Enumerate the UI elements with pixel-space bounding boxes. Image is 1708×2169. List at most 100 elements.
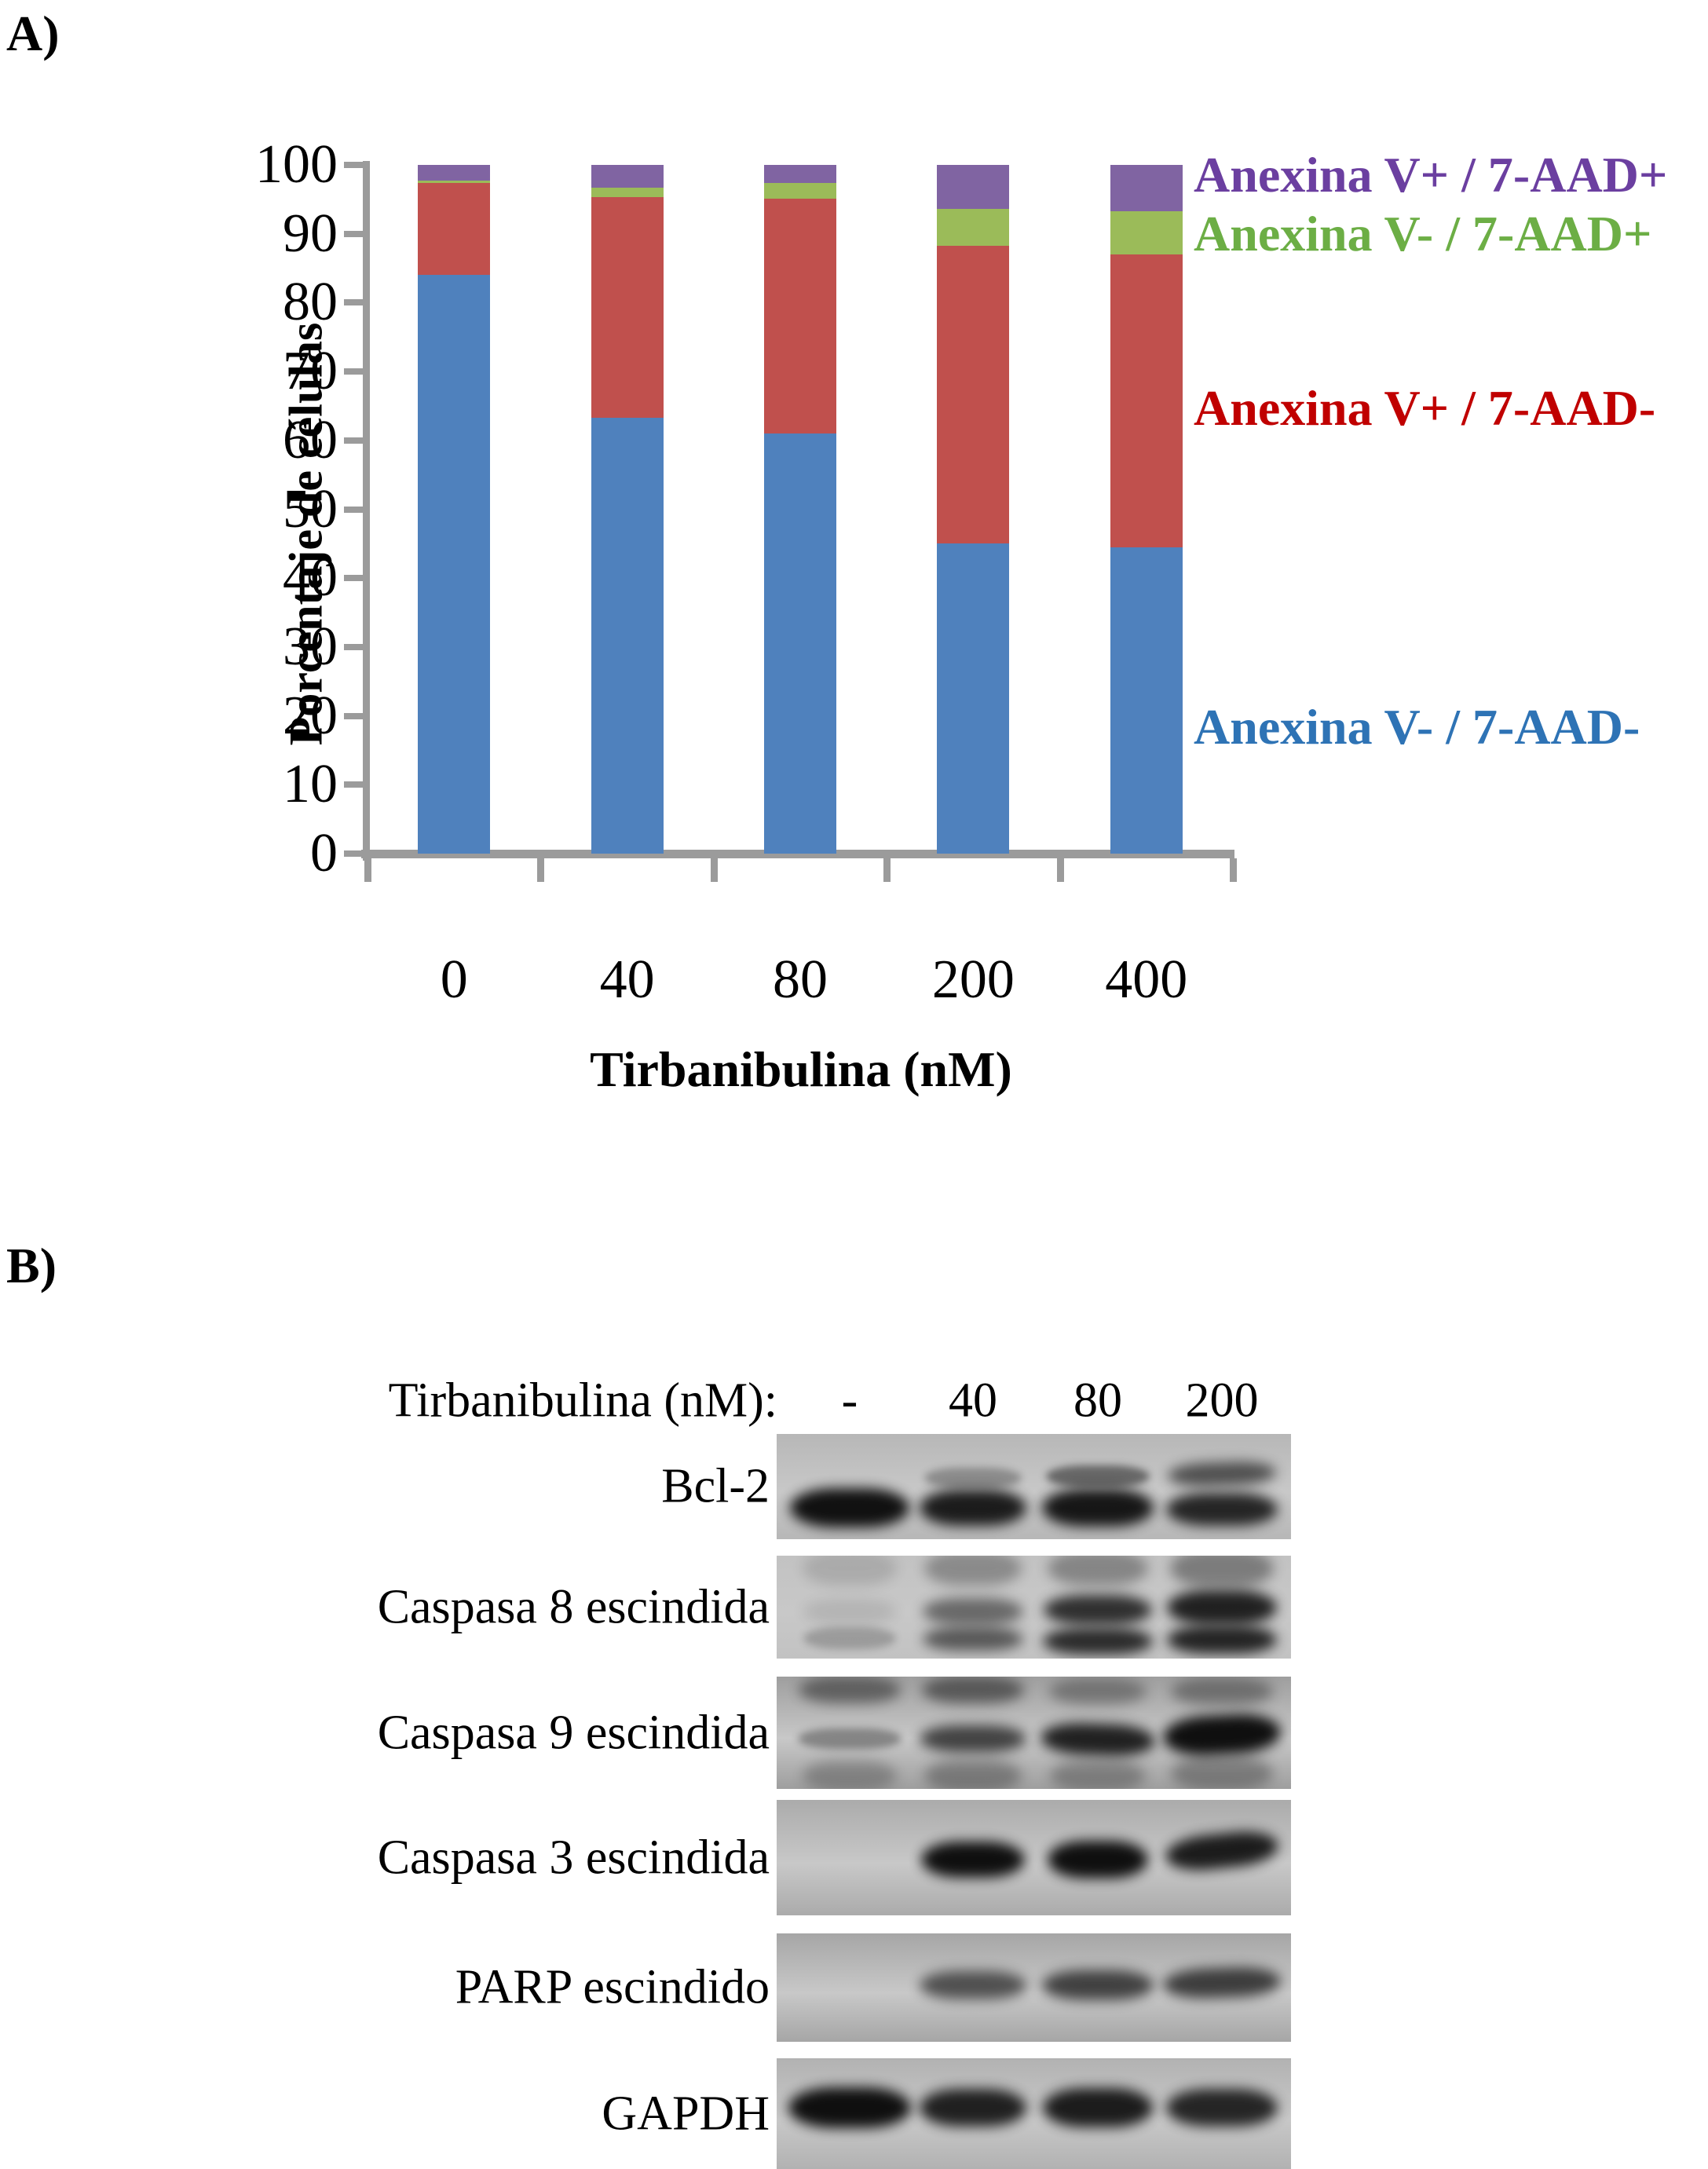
lane-label: 80	[1073, 1373, 1122, 1428]
lane-label: 200	[1185, 1373, 1259, 1428]
bar-segment	[937, 165, 1010, 210]
bar-segment	[937, 209, 1010, 247]
blot-band	[1167, 1589, 1277, 1625]
x-axis-line	[361, 850, 1234, 858]
blot-band	[1171, 1677, 1273, 1705]
y-tick-mark	[344, 368, 364, 375]
blot-band	[923, 1597, 1023, 1625]
blot-band	[1048, 1841, 1148, 1879]
legend-item: Anexina V- / 7-AAD+	[1194, 206, 1652, 262]
y-tick-label: 10	[283, 754, 338, 815]
legend-item: Anexina V+ / 7-AAD+	[1194, 147, 1668, 203]
blot-image	[777, 1434, 1291, 1539]
blot-image	[777, 1800, 1291, 1915]
blot-band	[1040, 1721, 1156, 1758]
blot-band	[1161, 1712, 1282, 1758]
y-tick-label: 40	[283, 547, 338, 609]
x-tick-mark	[710, 858, 718, 882]
x-category-label: 0	[440, 949, 468, 1010]
y-tick-label: 20	[283, 685, 338, 746]
blot-band	[920, 2089, 1026, 2127]
y-tick-label: 60	[283, 409, 338, 470]
y-tick-label: 70	[283, 341, 338, 402]
x-category-label: 40	[599, 949, 655, 1010]
blot-band	[924, 1468, 1022, 1489]
blot-row-label: Bcl-2	[661, 1459, 770, 1513]
y-tick-label: 100	[255, 134, 338, 195]
blot-row-label: PARP escindido	[455, 1960, 770, 2014]
bar-segment	[764, 182, 836, 199]
blot-band	[923, 1627, 1023, 1651]
y-tick-label: 0	[310, 823, 338, 883]
y-tick-label: 50	[283, 478, 338, 540]
x-category-label: 400	[1105, 949, 1188, 1010]
blot-band	[1166, 2089, 1278, 2127]
blot-band	[1171, 1756, 1273, 1789]
blot-band	[1166, 1493, 1278, 1527]
blot-band	[803, 1556, 897, 1586]
blot-image	[777, 1677, 1291, 1789]
y-tick-mark	[344, 162, 364, 168]
y-tick-mark	[344, 506, 364, 513]
blot-band	[922, 1677, 1024, 1704]
blot-band	[803, 1599, 897, 1623]
legend-item: Anexina V- / 7-AAD-	[1194, 699, 1640, 755]
blot-band	[788, 2087, 911, 2129]
blot-band	[1042, 1488, 1154, 1527]
blot-band	[920, 1725, 1026, 1752]
blot-band	[1044, 1595, 1152, 1626]
blot-band	[803, 1626, 896, 1649]
bar-segment	[1110, 547, 1183, 854]
blot-band	[803, 1760, 897, 1789]
y-tick-mark	[344, 712, 364, 719]
blot-band	[920, 1489, 1026, 1526]
y-tick-mark	[344, 643, 364, 650]
blot-band	[1167, 1626, 1277, 1655]
x-category-label: 200	[931, 949, 1015, 1010]
bar-segment	[418, 165, 491, 181]
bar-segment	[764, 198, 836, 434]
bar-segment	[591, 165, 664, 188]
bar-segment	[937, 246, 1010, 544]
blot-image	[777, 1933, 1291, 2042]
y-tick-label: 90	[283, 203, 338, 264]
bar-segment	[1110, 254, 1183, 547]
blot-band	[924, 1556, 1022, 1586]
bar-segment	[764, 165, 836, 183]
bar-segment	[1110, 210, 1183, 254]
blot-band	[1050, 1760, 1146, 1789]
x-tick-mark	[883, 858, 891, 882]
bar-segment	[418, 275, 491, 854]
blot-band	[1049, 1678, 1147, 1704]
blot-band	[920, 1971, 1026, 2000]
blot-image	[777, 1556, 1291, 1659]
y-tick-mark	[344, 299, 364, 306]
blot-band	[1048, 1556, 1148, 1586]
x-category-label: 80	[773, 949, 828, 1010]
bar-segment	[1110, 165, 1183, 211]
bar-segment	[418, 181, 491, 183]
y-tick-mark	[344, 437, 364, 444]
blot-row-label: Caspasa 8 escindida	[377, 1580, 770, 1633]
blot-band	[1042, 1970, 1154, 2001]
bar-segment	[764, 433, 836, 854]
legend-item: Anexina V+ / 7-AAD-	[1194, 380, 1656, 436]
y-tick-label: 30	[283, 616, 338, 677]
bar-segment	[418, 182, 491, 276]
blot-band	[790, 1487, 909, 1527]
x-axis-title: Tirbanibulina (nM)	[590, 1041, 1012, 1097]
bar-segment	[591, 187, 664, 198]
blot-band	[1043, 1627, 1153, 1655]
lane-label: -	[841, 1373, 858, 1428]
x-tick-mark	[537, 858, 545, 882]
blot-band	[1164, 1827, 1280, 1875]
y-tick-mark	[344, 575, 364, 582]
panel-b-label: B)	[6, 1238, 57, 1293]
blot-band	[799, 1677, 901, 1704]
blot-band	[1043, 2088, 1153, 2128]
bar-segment	[591, 417, 664, 854]
panel-a-label: A)	[6, 5, 60, 61]
blot-band	[921, 1842, 1025, 1878]
bar-segment	[591, 197, 664, 418]
